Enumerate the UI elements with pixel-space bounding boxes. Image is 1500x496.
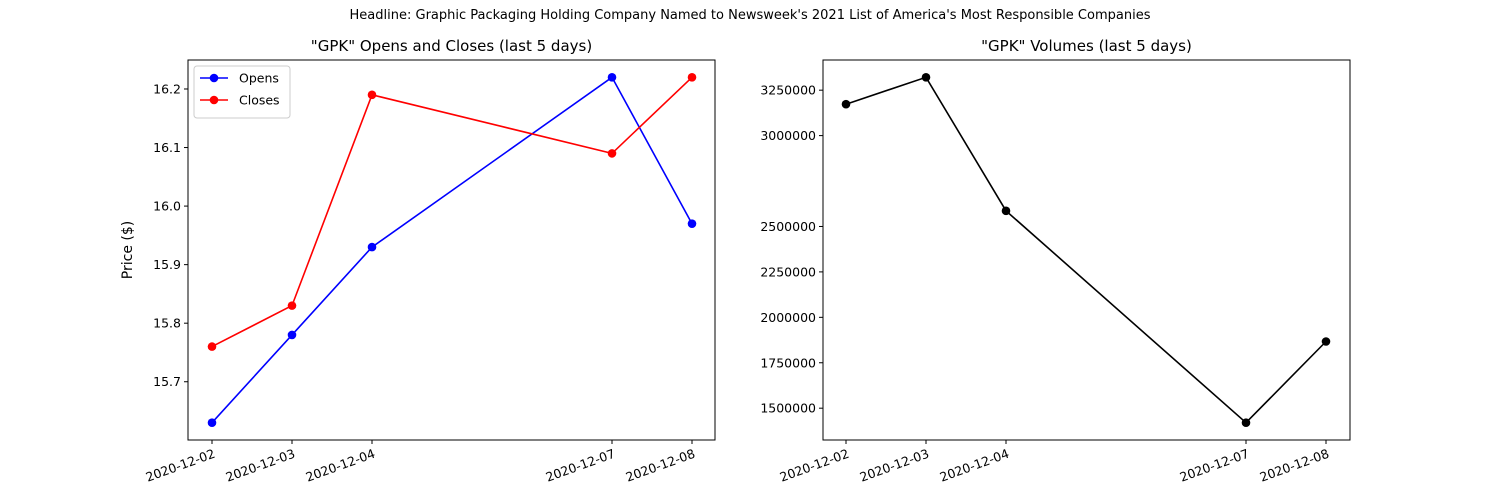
price-point-opens [287, 330, 297, 340]
price-point-closes [287, 301, 297, 310]
volume-chart: "GPK" Volumes (last 5 days) 1500000 175000… [760, 37, 1351, 485]
price-x-tick-label: 2020-12-04 [304, 446, 377, 485]
volume-chart-title: "GPK" Volumes (last 5 days) [981, 37, 1192, 55]
volume-x-tick-label: 2020-12-04 [938, 446, 1011, 485]
price-point-opens [687, 219, 697, 228]
price-point-opens [607, 72, 617, 82]
price-axes-frame [187, 59, 716, 441]
price-y-tick-label: 15.7 [153, 374, 181, 389]
price-y-tick-label: 16.2 [153, 81, 181, 96]
volume-x-tick-label: 2020-12-08 [1258, 446, 1331, 485]
price-point-opens [207, 418, 217, 428]
volume-y-tick-label: 2500000 [760, 219, 816, 234]
volume-point-volume [921, 72, 931, 82]
volume-y-tick-label: 2000000 [760, 310, 816, 325]
legend-marker-closes [209, 95, 219, 105]
volume-x-tick-label: 2020-12-07 [1178, 446, 1251, 485]
volume-y-tick-label: 1500000 [760, 401, 816, 416]
volume-point-volume [1321, 337, 1331, 346]
legend-marker-opens [209, 73, 219, 83]
price-point-closes [687, 72, 697, 82]
price-point-closes [367, 90, 377, 100]
volume-point-volume [1001, 206, 1011, 216]
volume-y-tick-label: 3000000 [760, 128, 816, 143]
price-x-tick-label: 2020-12-03 [224, 446, 297, 485]
price-y-tick-label: 16.1 [153, 140, 181, 155]
legend-label-closes: Closes [239, 93, 280, 108]
price-chart: "GPK" Opens and Closes (last 5 days) Pric… [120, 37, 716, 485]
price-x-tick-label: 2020-12-02 [144, 446, 217, 485]
price-point-closes [607, 149, 617, 158]
price-y-tick-label: 16.0 [153, 199, 181, 214]
legend-label-opens: Opens [239, 71, 279, 86]
volume-point-volume [841, 99, 851, 109]
volume-y-tick-label: 2250000 [760, 264, 816, 279]
volume-y-tick-label: 3250000 [760, 83, 816, 98]
price-x-tick-label: 2020-12-07 [544, 446, 617, 485]
price-y-tick-label: 15.9 [153, 257, 181, 272]
figure-suptitle: Headline: Graphic Packaging Holding Comp… [349, 8, 1151, 23]
price-point-opens [367, 242, 377, 252]
volume-axes-frame [822, 59, 1351, 441]
volume-x-tick-label: 2020-12-02 [778, 446, 851, 485]
volume-series-line-volume [845, 76, 1327, 424]
volume-y-tick-label: 1750000 [760, 355, 816, 370]
volume-x-tick-label: 2020-12-03 [858, 446, 931, 485]
volume-point-volume [1241, 418, 1251, 428]
price-y-axis-label: Price ($) [120, 221, 136, 279]
price-chart-title: "GPK" Opens and Closes (last 5 days) [311, 37, 592, 55]
price-y-tick-label: 15.8 [153, 316, 181, 331]
price-series-line-opens [211, 76, 693, 424]
price-point-closes [207, 342, 217, 351]
price-x-tick-label: 2020-12-08 [624, 446, 697, 485]
